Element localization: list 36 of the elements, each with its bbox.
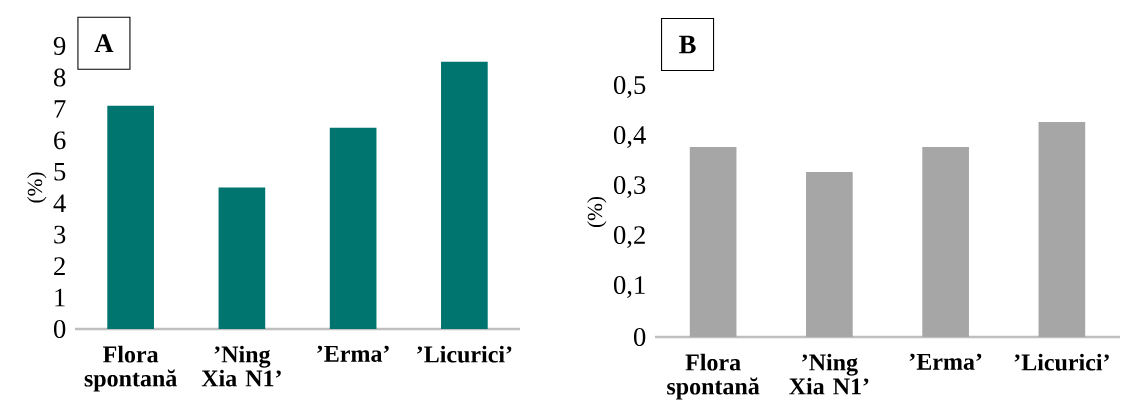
y-tick-label: 7 <box>54 100 66 118</box>
y-axis-title: (%) <box>587 196 607 228</box>
y-tick-label: 2 <box>54 257 65 275</box>
bar <box>922 146 969 337</box>
y-tick-label: 4 <box>53 194 66 212</box>
chart-title: A <box>94 34 114 52</box>
y-tick-label: 9 <box>53 37 66 55</box>
y-tick-label: 8 <box>53 68 66 87</box>
y-tick-label: 0,3 <box>613 176 646 198</box>
x-tick-label: ’Licurici’ <box>1014 353 1109 371</box>
y-axis-title: (%) <box>27 172 47 203</box>
x-tick-label: ’Ning Xia N1’ <box>789 353 869 395</box>
y-tick-label: 5 <box>54 162 66 181</box>
y-tick-label: 0 <box>53 319 66 338</box>
bar <box>329 127 377 329</box>
y-tick-label: 0,1 <box>613 276 645 298</box>
y-tick-label: 0,5 <box>613 76 646 98</box>
x-tick-label: Flora spontană <box>84 345 177 392</box>
bar <box>218 187 266 329</box>
y-tick-label: 3 <box>54 225 66 244</box>
bar <box>441 61 488 329</box>
x-tick-label: ’Licurici’ <box>417 345 512 363</box>
x-tick-label: ’Ning Xia N1’ <box>201 345 281 387</box>
bar <box>107 105 154 329</box>
chart-title: B <box>679 35 696 54</box>
y-tick-label: 0,2 <box>613 226 645 248</box>
y-tick-label: 0,4 <box>613 126 646 148</box>
y-tick-label: 1 <box>55 288 65 307</box>
bar <box>806 171 853 337</box>
x-tick-label: ’Erma’ <box>909 353 982 370</box>
y-tick-label: 6 <box>54 131 66 150</box>
x-tick-label: Flora spontană <box>667 353 760 400</box>
y-tick-label: 0 <box>633 327 646 346</box>
bar <box>689 146 737 337</box>
bar <box>1038 121 1086 337</box>
x-tick-label: ’Erma’ <box>317 345 389 362</box>
